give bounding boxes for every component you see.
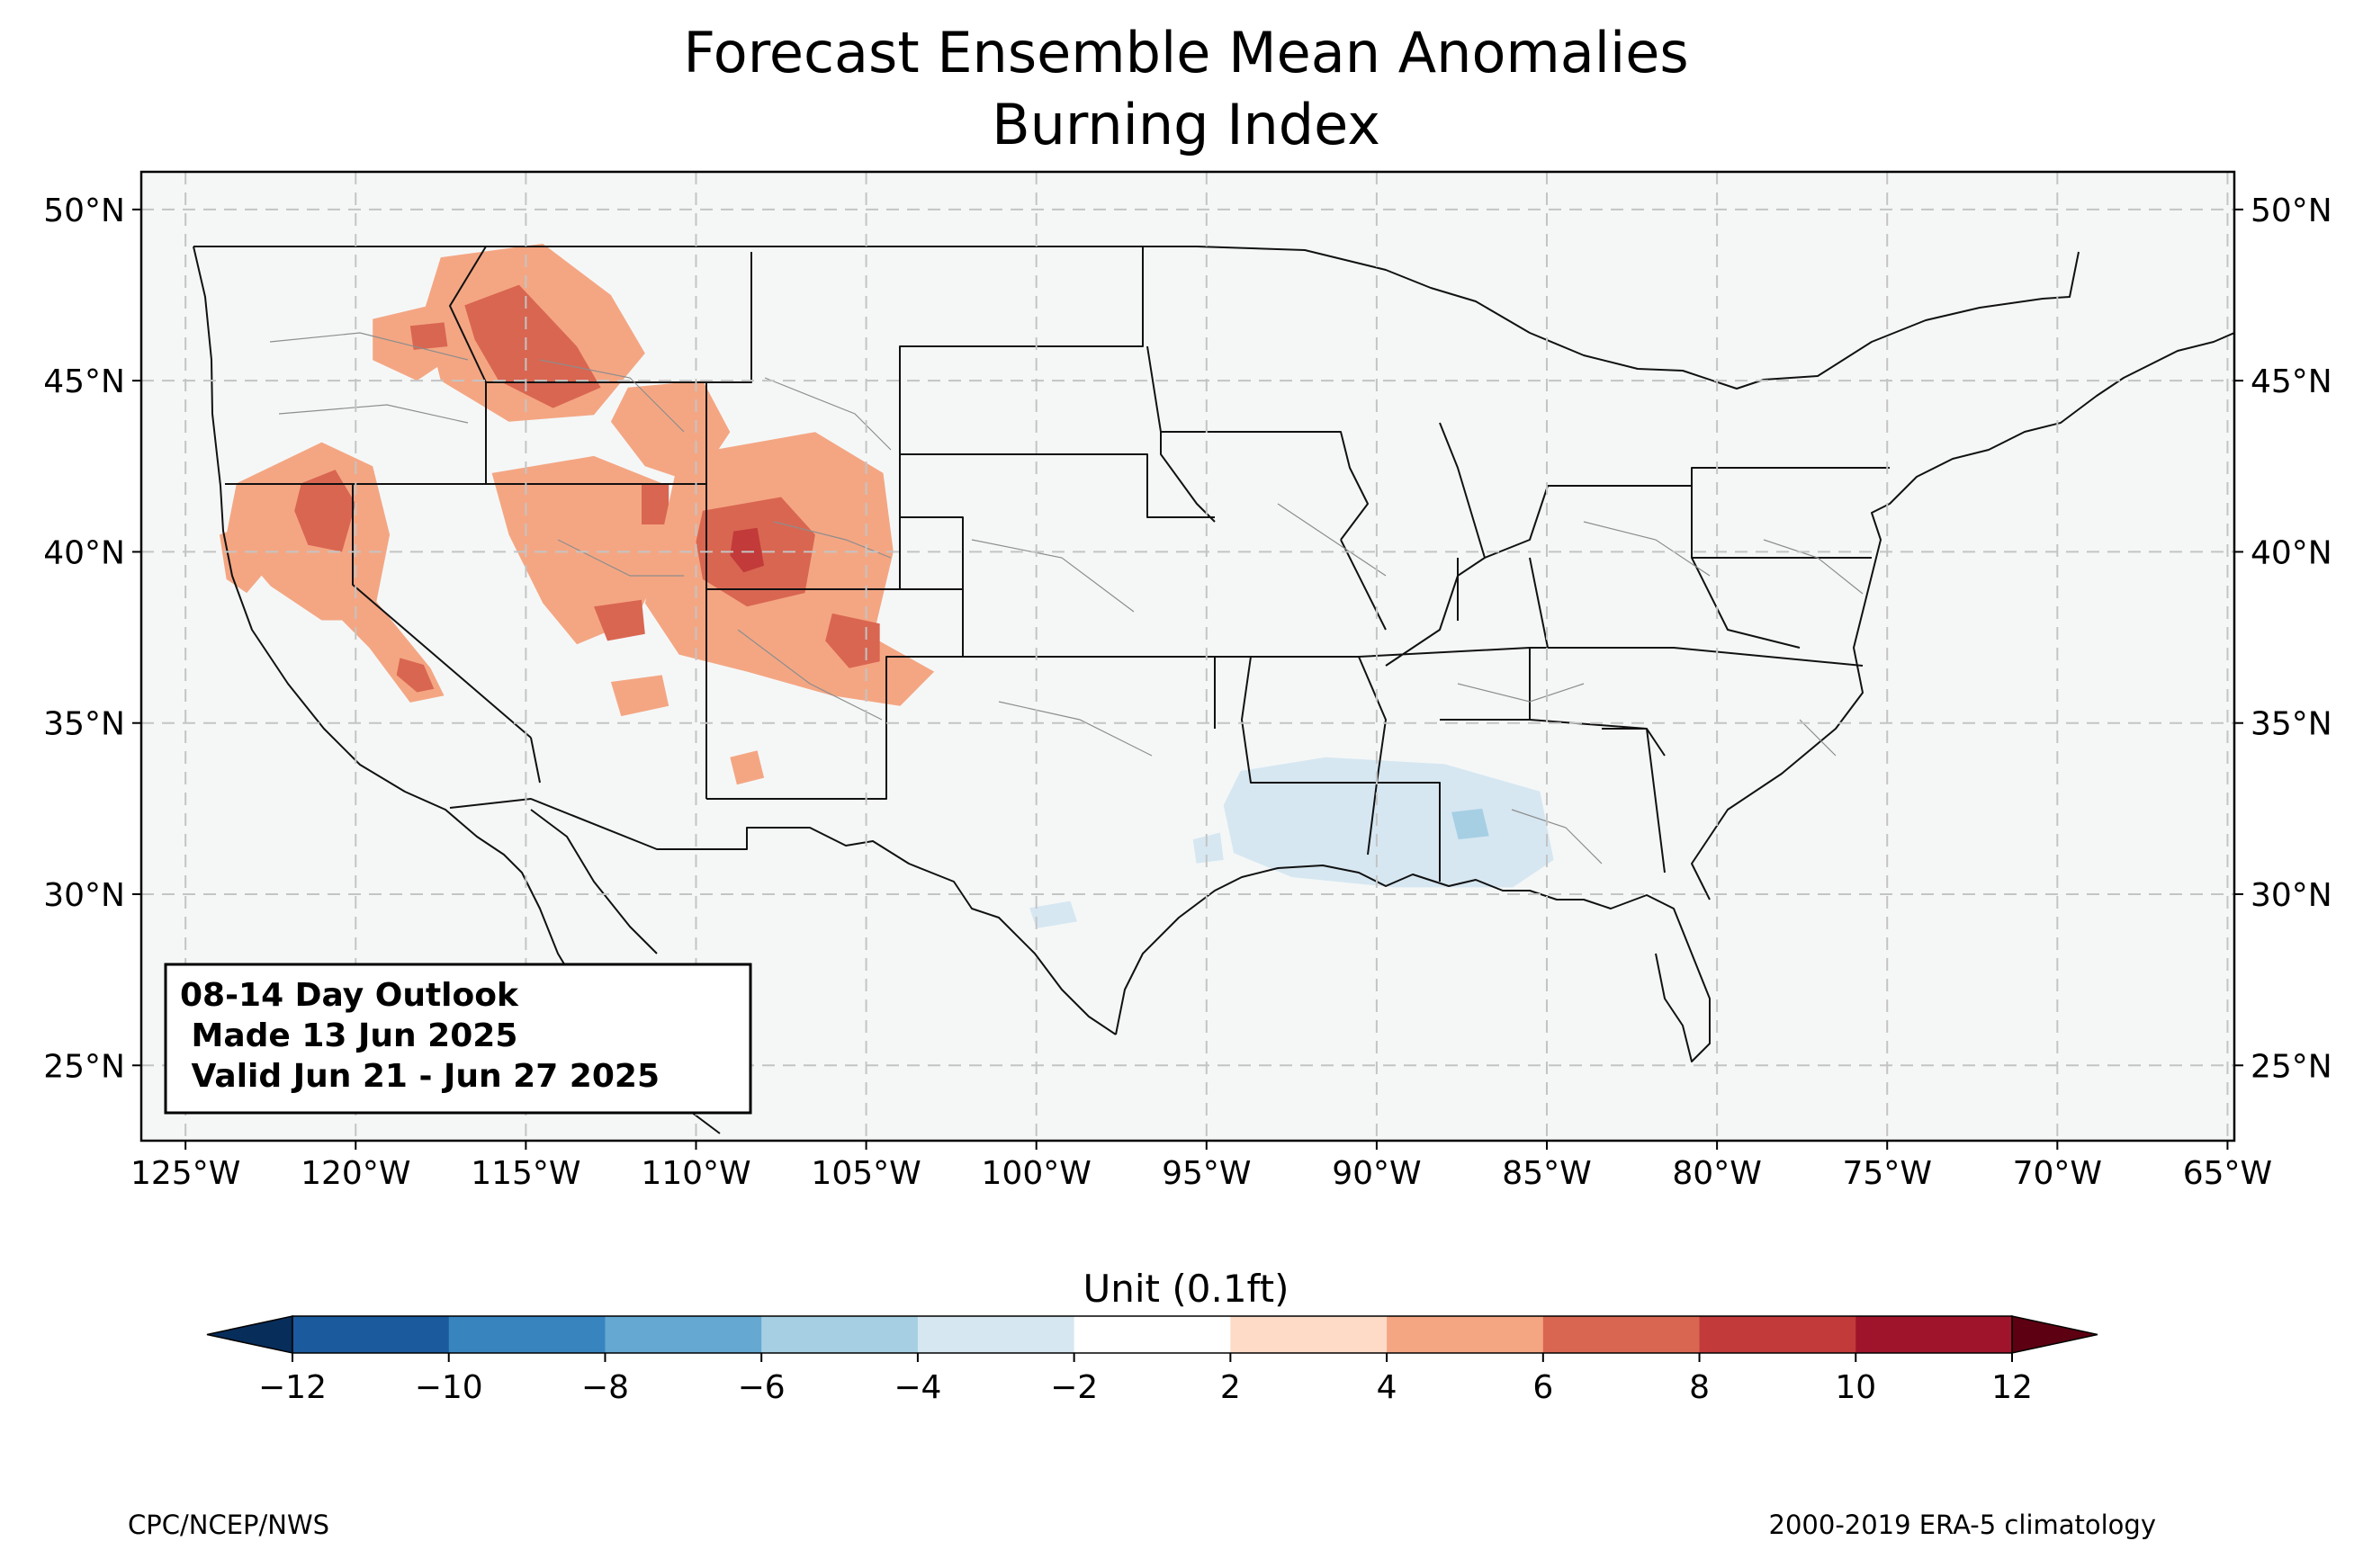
anomaly-region-arizona-new-mexico-spot (730, 750, 765, 785)
anomaly-region-louisiana-west-spot (1192, 832, 1224, 864)
lat-tick-label-left: 45°N (43, 363, 125, 400)
lat-tick-label-right: 30°N (2251, 877, 2332, 914)
interior-line-1 (269, 332, 892, 721)
colorbar-tick-label: −8 (581, 1369, 629, 1406)
lon-tick-label: 120°W (301, 1155, 410, 1192)
colorbar-under-arrow (206, 1315, 293, 1354)
lon-tick-label: 70°W (2013, 1155, 2102, 1192)
colorbar-tick-label: −12 (258, 1369, 327, 1406)
lon-tick-label: 85°W (1502, 1155, 1591, 1192)
colorbar-segment (1387, 1316, 1544, 1353)
interior-line-2 (971, 503, 1864, 865)
colorbar-segment (1855, 1316, 2013, 1353)
colorbar-tick-label: 4 (1377, 1369, 1397, 1406)
lat-tick-label-left: 40°N (43, 534, 125, 571)
gulf-coast (1115, 865, 1711, 1062)
colorbar-tick-label: −6 (738, 1369, 786, 1406)
lat-tick-label-left: 25°N (43, 1048, 125, 1085)
colorbar-tick-label: 10 (1835, 1369, 1876, 1406)
title-line-1: Forecast Ensemble Mean Anomalies (683, 20, 1689, 85)
outlook-box-frame (164, 963, 752, 1115)
outlook-line-1: 08-14 Day Outlook (180, 977, 519, 1014)
colorbar-label: Unit (0.1ft) (1083, 1267, 1289, 1311)
colorbar-segment (1699, 1316, 1856, 1353)
outlook-line-3: Valid Jun 21 - Jun 27 2025 (180, 1058, 660, 1095)
colorbar-segment (292, 1316, 450, 1353)
anomaly-region-western-colorado-peak (730, 527, 765, 573)
anomaly-region-central-idaho-core (464, 284, 601, 408)
colorbar-tick-label: −10 (415, 1369, 483, 1406)
anomaly-layer (220, 243, 1554, 928)
anomaly-region-mississippi-alabama (1223, 757, 1554, 888)
colorbar-segment (1230, 1316, 1388, 1353)
outlook-box: 08-14 Day Outlook Made 13 Jun 2025 Valid… (164, 963, 752, 1115)
title-line-2: Burning Index (992, 92, 1380, 157)
state-lines-east (1161, 422, 1890, 882)
gridlines (141, 172, 2234, 1141)
anomaly-region-wasatch-core (642, 483, 669, 524)
colorbar: −12 −10 −8 −6 −4 −2 2 4 6 8 10 12 (206, 1315, 2098, 1406)
lon-tick-label: 75°W (1843, 1155, 1932, 1192)
lat-tick-label-right: 45°N (2251, 363, 2332, 400)
lon-tick-label: 125°W (130, 1155, 240, 1192)
interior-lines (269, 332, 1864, 865)
lon-tick-label: 105°W (811, 1155, 921, 1192)
anomaly-region-northern-california-core (294, 470, 356, 552)
colorbar-tick-label: 8 (1689, 1369, 1710, 1406)
anomaly-region-northern-arizona (610, 675, 669, 717)
lat-tick-label-left: 35°N (43, 706, 125, 743)
gulf-of-california (530, 809, 658, 954)
colorbar-tick-label: 12 (1991, 1369, 2033, 1406)
outlook-line-2: Made 13 Jun 2025 (180, 1017, 517, 1054)
lon-tick-label: 100°W (982, 1155, 1092, 1192)
lon-tick-label: 115°W (471, 1155, 580, 1192)
lat-tick-label-right: 40°N (2251, 534, 2332, 571)
anomaly-region-oregon-hotspot (409, 322, 448, 350)
lon-tick-label: 90°W (1332, 1155, 1421, 1192)
colorbar-tick-label: −2 (1050, 1369, 1098, 1406)
colorbar-over-arrow (2011, 1315, 2098, 1354)
footer-left: CPC/NCEP/NWS (128, 1510, 330, 1540)
boundaries (193, 246, 2234, 1134)
lat-tick-label-right: 50°N (2251, 193, 2332, 229)
lat-tick-label-left: 30°N (43, 877, 125, 914)
colorbar-segment (917, 1316, 1075, 1353)
colorbar-segment (761, 1316, 919, 1353)
lat-tick-label-right: 35°N (2251, 706, 2332, 743)
canada-border-east (1196, 246, 2080, 390)
colorbar-segment (1074, 1316, 1231, 1353)
map-frame (139, 170, 2236, 1142)
lon-tick-label: 80°W (1672, 1155, 1761, 1192)
anomaly-region-utah-plateau-core (594, 599, 645, 641)
colorbar-segment (605, 1316, 762, 1353)
colorbar-tick-label: 6 (1532, 1369, 1553, 1406)
anomaly-region-southern-sierra-core (396, 658, 435, 693)
anomaly-region-texas-coast-spot (1029, 900, 1078, 928)
footer-right: 2000-2019 ERA-5 climatology (1768, 1510, 2156, 1540)
anomaly-region-alabama-core (1451, 808, 1489, 840)
axis-ticks: 125°W 120°W 115°W 110°W 105°W 100°W 95°W 90°W 85… (43, 193, 2332, 1192)
atlantic-coast (1691, 332, 2234, 900)
lat-tick-label-right: 25°N (2251, 1048, 2332, 1085)
anomaly-region-great-basin-utah (491, 455, 679, 645)
lon-tick-label: 65°W (2183, 1155, 2272, 1192)
colorbar-tick-label: −4 (894, 1369, 941, 1406)
colorbar-segment (1542, 1316, 1701, 1353)
lon-tick-label: 110°W (641, 1155, 750, 1192)
mexico-border (449, 798, 1117, 1035)
colorbar-tick-label: 2 (1220, 1369, 1241, 1406)
colorbar-segment (448, 1316, 606, 1353)
lon-tick-label: 95°W (1162, 1155, 1251, 1192)
colorbar-frame (292, 1315, 2013, 1354)
lat-tick-label-left: 50°N (43, 193, 125, 229)
